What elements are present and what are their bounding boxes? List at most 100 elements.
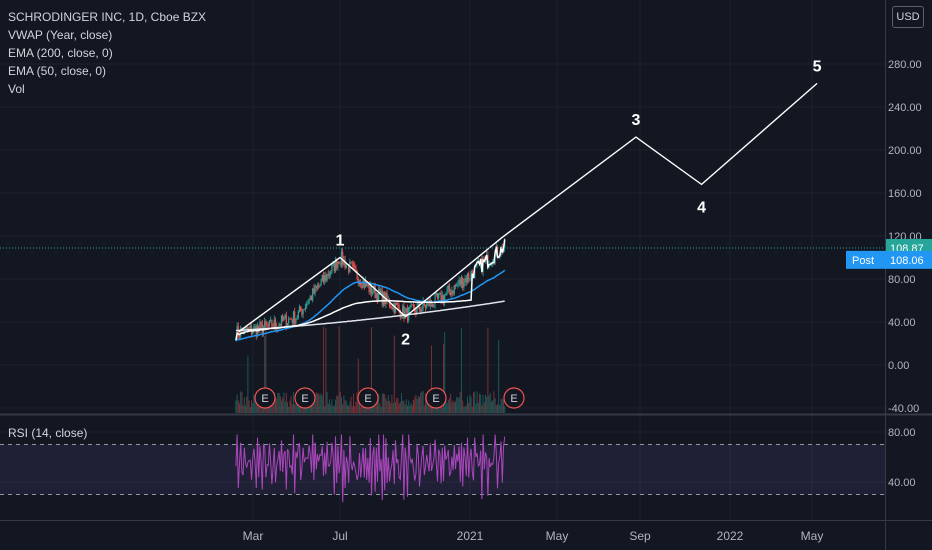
candle-body (289, 318, 291, 320)
volume-bar (346, 405, 348, 413)
candle-body (469, 278, 471, 280)
volume-bar (393, 335, 395, 413)
candle-body (270, 319, 272, 321)
volume-bar (400, 393, 402, 413)
candle-body (362, 280, 364, 289)
candle-body (429, 299, 431, 307)
volume-bar (315, 392, 317, 413)
volume-bar (381, 394, 383, 413)
earnings-marker-label: E (432, 393, 439, 405)
candle-body (315, 285, 317, 288)
candle-body (273, 319, 275, 328)
legend-title[interactable]: SCHRODINGER INC, 1D, Cboe BZX (8, 10, 207, 24)
volume-bar (253, 394, 255, 413)
price-tick-1: 240.00 (888, 102, 922, 114)
volume-bar (493, 391, 495, 413)
rsi-legend[interactable]: RSI (14, close) (8, 426, 88, 440)
volume-bar (265, 320, 267, 413)
candle-body (246, 327, 248, 331)
legend-ema-200[interactable]: EMA (200, close, 0) (8, 46, 113, 60)
candle-body (447, 285, 449, 290)
volume-bar (430, 345, 432, 413)
volume-bar (457, 398, 459, 413)
volume-bar (242, 405, 244, 413)
volume-bar (284, 401, 286, 413)
earnings-marker-label: E (364, 393, 371, 405)
candle-body (286, 323, 289, 327)
candle-body (428, 300, 430, 307)
candle-body (381, 290, 383, 305)
volume-bar (470, 397, 472, 413)
candle-body (300, 306, 302, 311)
volume-bar (408, 400, 410, 413)
volume-bar (320, 393, 322, 413)
candle-body (375, 293, 377, 299)
volume-bar (441, 406, 443, 413)
volume-bar (339, 391, 341, 413)
volume-bar (350, 396, 352, 413)
volume-bar (278, 393, 280, 413)
rsi-tick-0: 80.00 (888, 427, 916, 439)
candle-body (444, 295, 446, 302)
candle-body (303, 309, 305, 311)
volume-bar (396, 397, 398, 413)
volume-bar (410, 402, 412, 413)
candle-body (267, 325, 269, 327)
elliott-wave-drawing[interactable]: 1 2 3 4 5 (238, 58, 822, 349)
candle-body (396, 303, 398, 305)
legend-vwap[interactable]: VWAP (Year, close) (8, 28, 113, 42)
candle-body (438, 293, 440, 299)
volume-bar (490, 401, 492, 413)
candle-body (356, 270, 358, 279)
volume-bar (378, 393, 380, 413)
candle-body (326, 273, 328, 281)
candle-body (424, 305, 427, 308)
volume-bar (459, 391, 461, 413)
volume-bar (288, 406, 290, 413)
volume-bar (453, 402, 455, 413)
currency-button[interactable]: USD (892, 6, 924, 28)
candle-body (433, 304, 435, 307)
candle-body (412, 304, 415, 307)
volume-bar (282, 397, 284, 413)
volume-bar (427, 403, 429, 413)
candle-body (463, 282, 465, 288)
volume-bar (316, 393, 318, 413)
candle-body (466, 273, 469, 283)
candle-body (238, 335, 241, 337)
legend-volume[interactable]: Vol (8, 82, 25, 96)
volume-bar (237, 400, 239, 413)
volume-bar (439, 403, 441, 413)
volume-bar (360, 406, 362, 413)
legend-ema-50[interactable]: EMA (50, close, 0) (8, 64, 107, 78)
indicator-lines (235, 239, 506, 341)
volume-bar (423, 405, 425, 413)
candle-body (435, 293, 437, 295)
volume-bar (277, 393, 279, 413)
volume-bar (447, 400, 449, 413)
volume-bar (415, 394, 417, 413)
rsi-tick-1: 40.00 (888, 477, 916, 489)
candle-body (308, 299, 310, 304)
volume-bar (294, 404, 296, 413)
volume-bar (252, 403, 254, 413)
candle-body (254, 326, 256, 328)
volume-bar (394, 401, 396, 413)
volume-bar (465, 405, 467, 413)
post-price-badge (846, 250, 932, 269)
time-label-1: Jul (332, 529, 347, 543)
candle-body (421, 308, 423, 312)
volume-bar (414, 397, 416, 413)
wave-label-2: 2 (401, 332, 410, 349)
volume-bar (326, 391, 328, 413)
volume-bar (402, 400, 404, 413)
earnings-marker-label: E (261, 393, 268, 405)
candle-body (460, 277, 463, 285)
volume-bar (495, 405, 497, 413)
volume-bar (351, 406, 353, 413)
candle-body (352, 264, 355, 266)
